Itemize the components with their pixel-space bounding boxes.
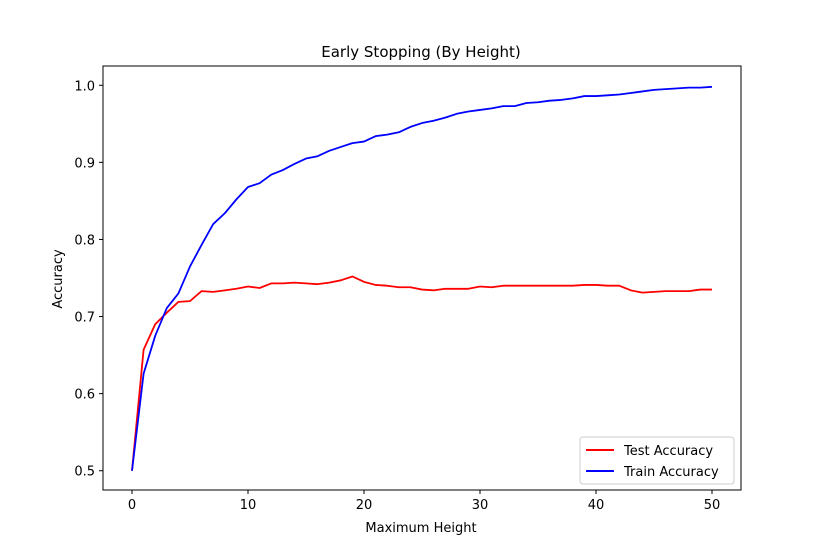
x-tick-label: 20 (356, 498, 373, 513)
legend-box (579, 436, 735, 485)
series-lines (131, 85, 713, 471)
series-line-train-accuracy (131, 85, 713, 471)
y-axis-label: Accuracy (51, 249, 66, 309)
y-tick-label: 1.0 (74, 79, 95, 94)
x-tick-label: 40 (588, 498, 605, 513)
legend: Test Accuracy Train Accuracy (579, 436, 735, 485)
x-tick-label: 50 (704, 498, 721, 513)
series-line-test-accuracy (131, 275, 712, 471)
x-axis-ticks: 0 10 20 30 40 50 (128, 490, 720, 513)
legend-label-test: Test Accuracy (623, 444, 713, 459)
y-tick-label: 0.6 (74, 388, 95, 403)
legend-label-train: Train Accuracy (623, 465, 719, 480)
x-tick-label: 10 (240, 498, 257, 513)
x-tick-label: 0 (128, 498, 136, 513)
y-tick-label: 0.7 (74, 311, 95, 326)
x-tick-label: 30 (472, 498, 489, 513)
y-axis-ticks: 0.5 0.6 0.7 0.8 0.9 1.0 (74, 79, 103, 480)
y-tick-label: 0.8 (74, 233, 95, 248)
plot-area (102, 65, 742, 491)
chart-title: Early Stopping (By Height) (321, 43, 520, 61)
x-axis-label: Maximum Height (365, 521, 476, 536)
y-tick-label: 0.5 (74, 465, 95, 480)
y-tick-label: 0.9 (74, 156, 95, 171)
